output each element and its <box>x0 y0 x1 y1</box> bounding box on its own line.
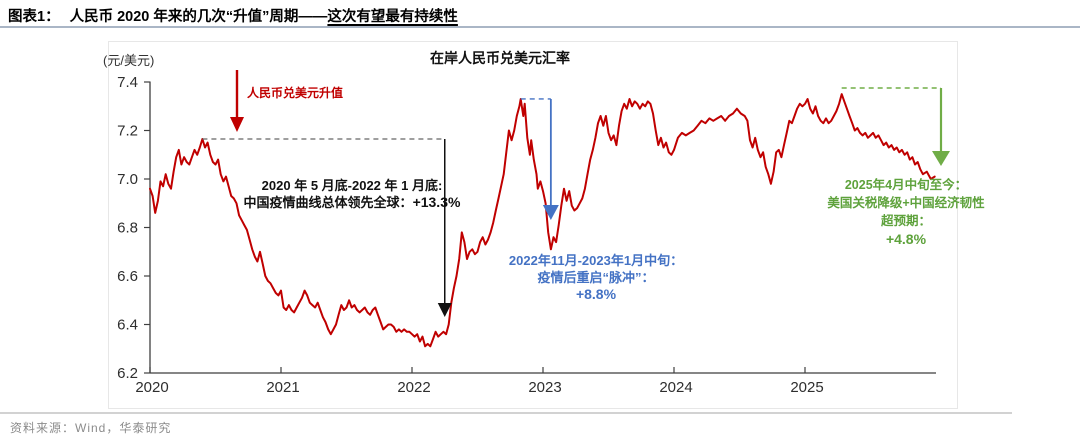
y-tick-label: 7.2 <box>117 123 138 140</box>
footer-divider <box>0 412 1012 414</box>
annotation-period2-line1: 2022年11月-2023年1月中旬： <box>508 253 684 268</box>
period1-arrow-head <box>437 303 452 317</box>
annotation-period3-line2: 美国关税降级+中国经济韧性 <box>827 196 985 210</box>
y-tick-label: 6.4 <box>117 317 138 334</box>
figure-title-underlined: 这次有望最有持续性 <box>327 9 458 25</box>
period3-arrow-head <box>932 151 950 166</box>
x-tick-label: 2025 <box>790 379 823 396</box>
y-tick-label: 7.4 <box>117 74 138 91</box>
annotation-period2: 2022年11月-2023年1月中旬： 疫情后重启“脉冲”： +8.8% <box>470 252 722 303</box>
y-tick-label: 6.2 <box>117 365 138 382</box>
annotation-period1: 2020 年 5 月底-2022 年 1 月底: 中国疫情曲线总体领先全球：+1… <box>227 177 477 211</box>
x-tick-label: 2022 <box>397 379 430 396</box>
chart-frame <box>108 41 958 409</box>
annotation-period3-line1: 2025年4月中旬至今： <box>844 178 968 192</box>
x-tick-label: 2020 <box>135 379 168 396</box>
appreciation-arrow-label: 人民币兑美元升值 <box>247 86 344 100</box>
figure-title-main: 人民币 2020 年来的几次“升值”周期—— <box>69 9 328 25</box>
annotation-period1-line1: 2020 年 5 月底-2022 年 1 月底: <box>261 178 443 193</box>
annotation-period3-line3: 超预期： <box>880 214 931 228</box>
figure-title: 图表1： 人民币 2020 年来的几次“升值”周期——这次有望最有持续性 <box>8 5 458 26</box>
y-tick-label: 7.0 <box>117 171 138 188</box>
header-divider <box>0 26 1080 28</box>
appreciation-arrow-head <box>230 117 244 132</box>
x-tick-label: 2023 <box>528 379 561 396</box>
price-line <box>149 93 936 348</box>
y-tick-label: 6.8 <box>117 220 138 237</box>
x-tick-label: 2021 <box>266 379 299 396</box>
annotation-period2-value: +8.8% <box>575 286 617 302</box>
annotation-period1-value: +13.3% <box>412 194 461 210</box>
period2-arrow-head <box>542 205 559 220</box>
annotation-period2-line2: 疫情后重启“脉冲”： <box>537 270 655 285</box>
annotation-period1-line2: 中国疫情曲线总体领先全球：+13.3% <box>243 194 461 210</box>
figure-number-label: 图表1： <box>8 9 60 25</box>
annotation-period3-value: +4.8% <box>885 231 927 247</box>
y-axis-unit-label: (元/美元) <box>103 53 155 68</box>
annotation-period3: 2025年4月中旬至今： 美国关税降级+中国经济韧性 超预期： +4.8% <box>781 176 1031 248</box>
source-text: 资料来源：Wind，华泰研究 <box>10 421 172 435</box>
chart-title: 在岸人民币兑美元汇率 <box>430 50 570 66</box>
x-tick-label: 2024 <box>659 379 692 396</box>
y-tick-label: 6.6 <box>117 268 138 285</box>
